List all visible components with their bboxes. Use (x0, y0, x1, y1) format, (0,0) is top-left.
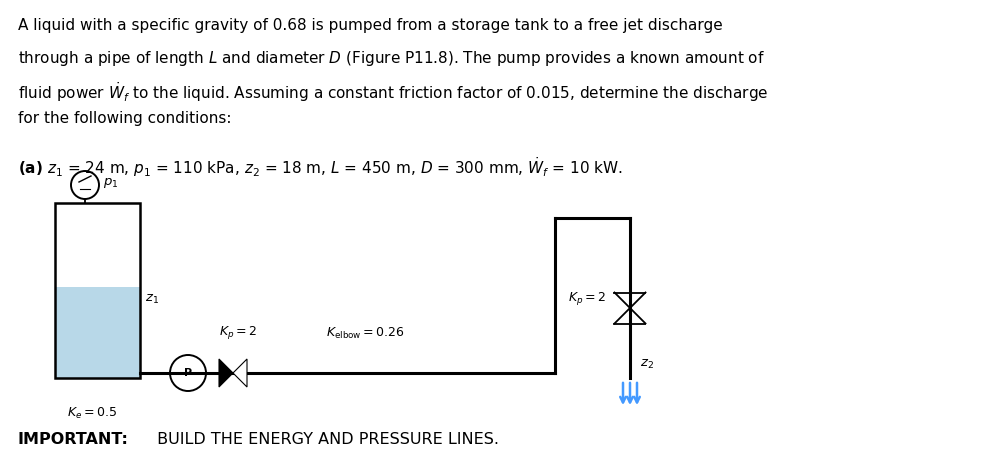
Text: $K_p = 2$: $K_p = 2$ (568, 290, 606, 306)
Text: $K_e = 0.5$: $K_e = 0.5$ (67, 406, 117, 421)
Text: A liquid with a specific gravity of 0.68 is pumped from a storage tank to a free: A liquid with a specific gravity of 0.68… (18, 18, 723, 33)
Text: $K_p = 2$: $K_p = 2$ (219, 324, 257, 341)
Text: for the following conditions:: for the following conditions: (18, 111, 232, 126)
Bar (55, 287, 140, 378)
Text: $z_2$: $z_2$ (640, 358, 654, 371)
Text: IMPORTANT:: IMPORTANT: (18, 432, 129, 447)
Text: $\mathbf{(a)}$ $z_1$ = 24 m, $p_1$ = 110 kPa, $z_2$ = 18 m, $L$ = 450 m, $D$ = 3: $\mathbf{(a)}$ $z_1$ = 24 m, $p_1$ = 110… (18, 155, 623, 179)
Text: $p_1$: $p_1$ (103, 176, 119, 190)
Text: BUILD THE ENERGY AND PRESSURE LINES.: BUILD THE ENERGY AND PRESSURE LINES. (152, 432, 499, 447)
Text: $z_1$: $z_1$ (145, 292, 159, 306)
Bar (55, 203, 140, 378)
Polygon shape (219, 359, 233, 387)
Polygon shape (233, 359, 247, 387)
Text: fluid power $\dot{W}_f$ to the liquid. Assuming a constant friction factor of 0.: fluid power $\dot{W}_f$ to the liquid. A… (18, 80, 768, 104)
Text: $K_{\rm elbow} = 0.26$: $K_{\rm elbow} = 0.26$ (326, 326, 404, 341)
Text: through a pipe of length $L$ and diameter $D$ (Figure P11.8). The pump provides : through a pipe of length $L$ and diamete… (18, 49, 764, 68)
Text: P: P (184, 368, 192, 378)
